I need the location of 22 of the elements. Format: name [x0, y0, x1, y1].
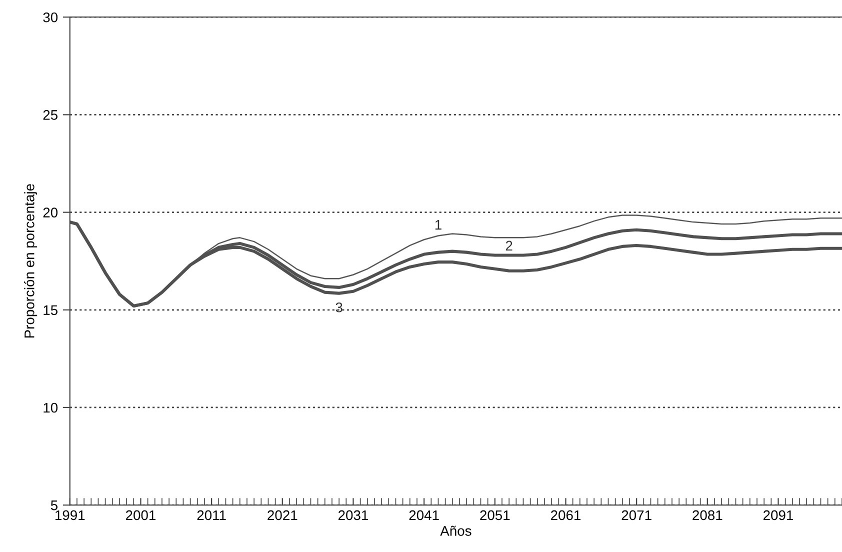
x-tick-label: 2031: [338, 510, 368, 520]
y-tick-label: 30: [43, 12, 58, 22]
x-tick-label: 2011: [197, 510, 226, 520]
series-label: 2: [506, 240, 512, 250]
x-tick-label: 2071: [622, 510, 652, 520]
x-tick-label: 2051: [480, 510, 510, 520]
y-tick-label: 20: [43, 208, 58, 218]
x-tick-label: 2021: [268, 510, 298, 520]
x-tick-label: 2081: [692, 510, 722, 520]
y-tick-label: 10: [44, 402, 58, 413]
x-tick-label: 2001: [126, 510, 156, 520]
x-axis-title: Años: [440, 526, 472, 536]
y-tick-label: 5: [50, 500, 58, 510]
x-tick-label: 1991: [56, 510, 85, 520]
series-label: 1: [435, 220, 442, 230]
y-axis-title: Proporción en porcentaje: [24, 184, 38, 338]
x-tick-label: 2061: [550, 510, 581, 520]
x-tick-label: 2041: [409, 510, 439, 520]
series-label: 3: [336, 302, 342, 312]
y-tick-label: 25: [43, 110, 58, 120]
y-tick-label: 15: [44, 305, 58, 316]
x-tick-label: 2091: [764, 510, 794, 520]
